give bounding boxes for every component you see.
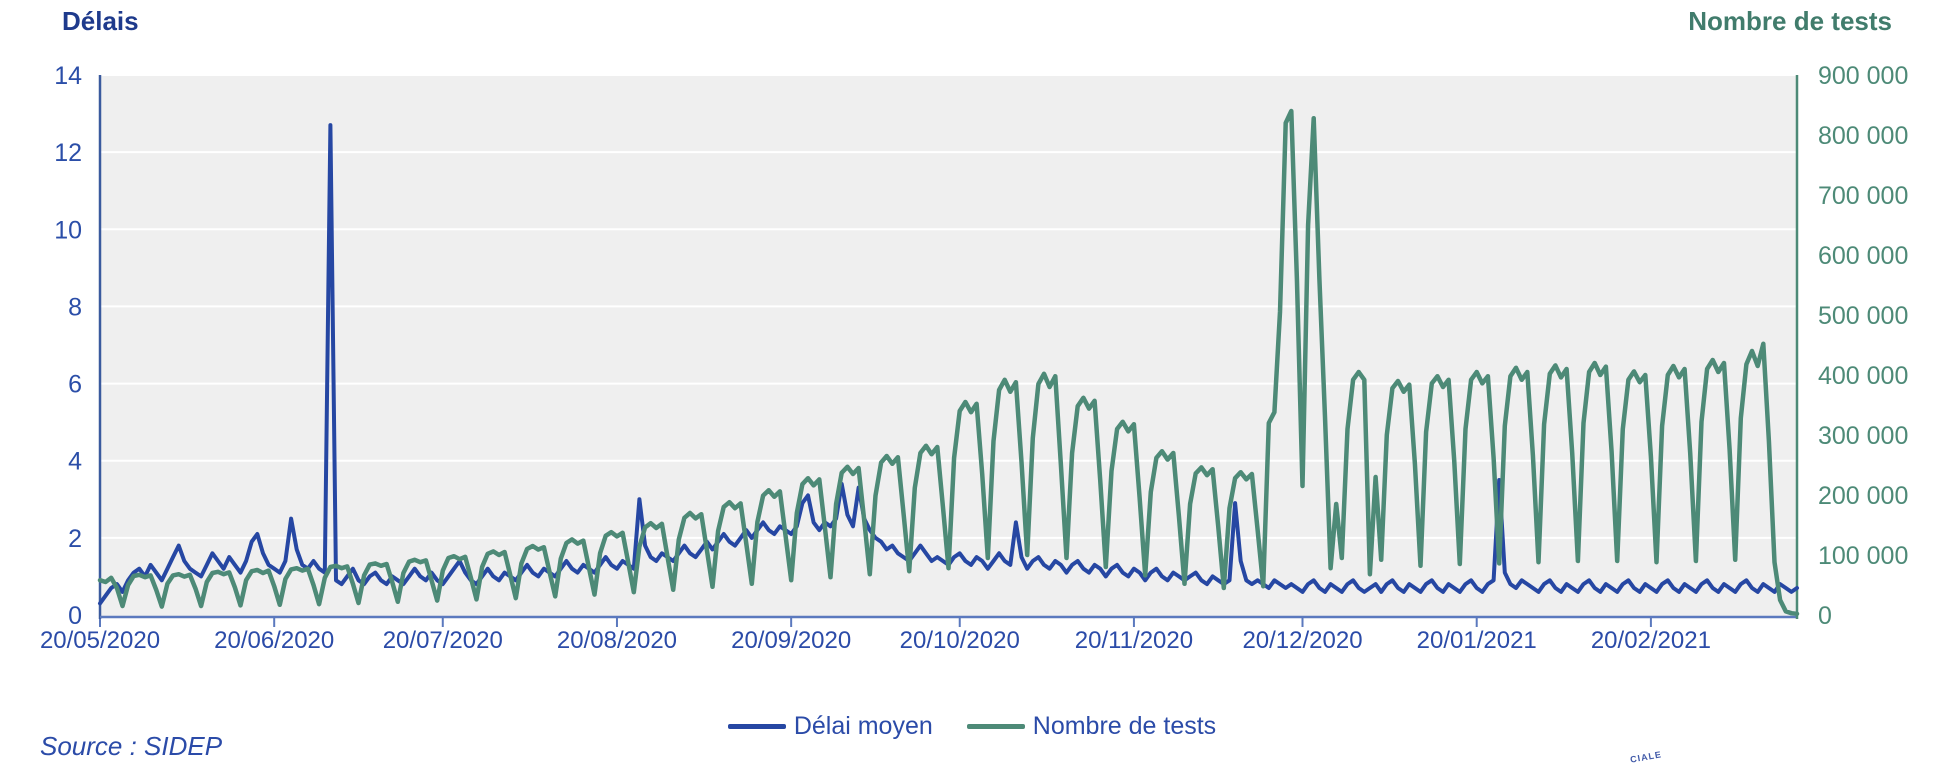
legend-label-nombre-de-tests: Nombre de tests [1032, 712, 1217, 740]
left-axis-tick-label: 6 [68, 371, 82, 399]
x-axis-date-label: 20/10/2020 [900, 627, 1020, 654]
x-axis-date-label: 20/06/2020 [214, 627, 334, 654]
left-axis-tick-label: 4 [68, 448, 82, 476]
x-axis-date-label: 20/09/2020 [731, 627, 851, 654]
right-axis-tick-label: 200 000 [1818, 482, 1908, 510]
x-axis-date-label: 20/02/2021 [1591, 627, 1711, 654]
x-axis-date-label: 20/08/2020 [557, 627, 677, 654]
left-axis-tick-label: 12 [54, 139, 82, 167]
right-axis-tick-label: 800 000 [1818, 122, 1908, 150]
right-axis-tick-label: 0 [1818, 602, 1832, 630]
legend-label-delai-moyen: Délai moyen [793, 712, 933, 740]
left-axis-tick-label: 2 [68, 525, 82, 553]
left-axis-tick-label: 8 [68, 293, 82, 321]
left-axis-tick-label: 10 [54, 216, 82, 244]
x-axis-date-label: 20/07/2020 [383, 627, 503, 654]
left-axis-tick-label: 0 [68, 602, 82, 630]
x-axis-date-label: 20/11/2020 [1075, 627, 1193, 654]
x-axis-date-label: 20/01/2021 [1417, 627, 1537, 654]
right-axis-tick-label: 100 000 [1818, 542, 1908, 570]
right-axis-tick-label: 700 000 [1818, 182, 1908, 210]
nombre-de-tests-line-icon [966, 724, 1025, 729]
right-axis-tick-label: 400 000 [1818, 362, 1908, 390]
chart-legend: Délai moyen Nombre de tests [0, 712, 1944, 741]
right-axis-title: Nombre de tests [1688, 6, 1892, 36]
x-axis-date-label: 20/12/2020 [1242, 627, 1362, 654]
x-axis-date-label: 20/05/2020 [40, 627, 160, 654]
legend-item-delai-moyen: Délai moyen [727, 712, 933, 741]
right-axis-tick-label: 900 000 [1818, 62, 1908, 90]
right-axis-tick-label: 600 000 [1818, 242, 1908, 270]
left-axis-tick-label: 14 [54, 62, 82, 90]
series-line-nombre-de-tests [97, 108, 1800, 617]
left-axis-title: Délais [62, 6, 139, 36]
right-axis-tick-label: 500 000 [1818, 302, 1908, 330]
source-caption: Source : SIDEP [40, 731, 223, 761]
legend-item-nombre-de-tests: Nombre de tests [966, 712, 1217, 741]
delai-moyen-line-icon [727, 724, 786, 729]
right-axis-tick-label: 300 000 [1818, 422, 1908, 450]
